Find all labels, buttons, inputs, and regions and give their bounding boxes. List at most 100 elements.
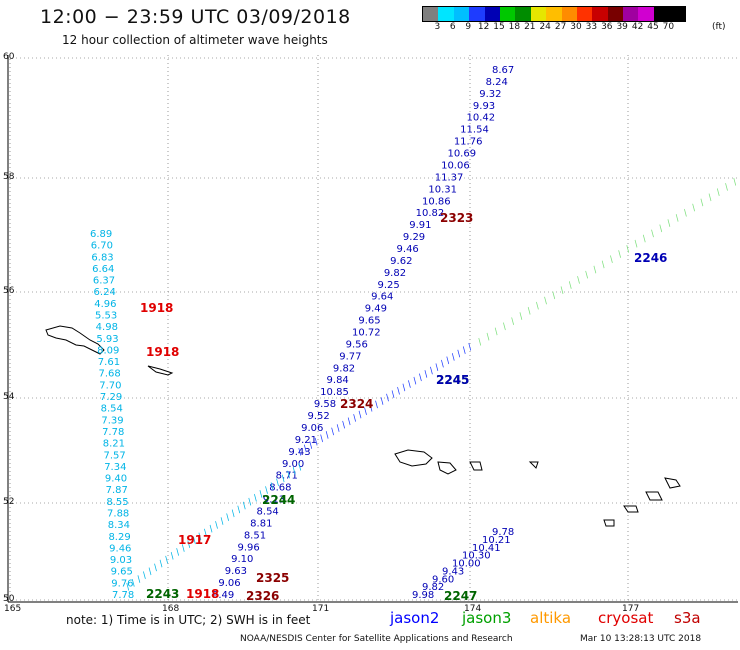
wave-height-value: 8.34 <box>108 520 130 531</box>
dense-track-value: ∕ <box>616 249 625 260</box>
wave-height-value: 11.54 <box>460 125 489 136</box>
dense-track-value: ∕ <box>357 410 366 421</box>
dense-track-value: ∕ <box>230 508 239 519</box>
wave-height-value: 11.37 <box>435 172 464 183</box>
wave-height-value: 7.68 <box>99 369 121 380</box>
pass-time-label: 2324 <box>340 397 373 411</box>
lat-label: 58 <box>3 172 15 182</box>
wave-height-value: 9.82 <box>384 268 406 279</box>
lon-label: 174 <box>464 604 482 614</box>
dense-track-value: ∕ <box>346 416 355 427</box>
lat-lon-grid <box>7 55 738 603</box>
wave-height-value: 9.98 <box>412 590 434 601</box>
wave-height-value: 9.62 <box>390 256 412 267</box>
dense-track-value: ∕ <box>517 311 526 322</box>
wave-height-value: 10.86 <box>422 196 451 207</box>
wave-height-value: 7.78 <box>102 427 124 438</box>
dense-track-value: ∕ <box>575 275 584 286</box>
wave-height-value: 9.46 <box>397 244 419 255</box>
wave-height-value: 9.03 <box>110 555 132 566</box>
dense-track-value: ∕ <box>665 218 674 229</box>
dense-track-value: ∕ <box>318 433 327 444</box>
island-coastline <box>603 519 615 527</box>
pass-time-label: 2325 <box>256 571 289 585</box>
dense-track-value: ∕ <box>152 563 161 574</box>
dense-track-value: ∕ <box>224 512 233 523</box>
dense-track-value: ∕ <box>559 285 568 296</box>
dense-track-value: ∕ <box>600 260 609 271</box>
dense-track-value: ∕ <box>241 501 250 512</box>
wave-height-value: 9.56 <box>346 339 368 350</box>
island-coastline <box>437 461 457 475</box>
dense-track-value: ∕ <box>274 477 283 488</box>
dense-track-value: ∕ <box>476 337 485 348</box>
wave-height-value: 9.84 <box>327 375 349 386</box>
legend-swatch <box>669 7 685 21</box>
island-coastline <box>45 325 105 355</box>
wave-height-tracks: 8.678.249.329.9310.4211.5411.7610.6910.0… <box>90 65 740 601</box>
dense-track-value: ∕ <box>417 372 426 383</box>
dense-track-value: ∕ <box>185 539 194 550</box>
pass-time-label: 2243 <box>146 587 179 601</box>
wave-height-value: 10.30 <box>462 551 491 562</box>
legend-swatch <box>453 7 470 21</box>
pass-time-label: 2326 <box>246 589 279 603</box>
legend-swatch <box>653 7 670 21</box>
wave-height-value: 9.32 <box>479 89 501 100</box>
wave-height-value: 9.10 <box>231 554 253 565</box>
page-subtitle: 12 hour collection of altimeter wave hei… <box>62 33 328 47</box>
dense-track-value: ∕ <box>329 427 338 438</box>
legend-tick-label: 15 <box>493 22 505 32</box>
legend-cryosat: cryosat <box>598 609 654 627</box>
dense-track-value: ∕ <box>307 440 316 451</box>
generated-timestamp: Mar 10 13:28:13 UTC 2018 <box>580 634 702 644</box>
wave-height-value: 9.93 <box>473 101 495 112</box>
dense-track-value: ∕ <box>257 489 266 500</box>
wave-height-value: 9.06 <box>301 423 323 434</box>
wave-height-value: 8.81 <box>250 518 272 529</box>
dense-track-value: ∕ <box>269 481 278 492</box>
island-coastline <box>469 461 483 471</box>
wave-height-value: 9.65 <box>111 567 133 578</box>
dense-track-value: ∕ <box>450 352 459 363</box>
lon-label: 177 <box>622 604 640 614</box>
dense-track-value: ∕ <box>202 528 211 539</box>
dense-track-value: ∕ <box>509 316 518 327</box>
dense-track-value: ∕ <box>657 223 666 234</box>
dense-track-value: ∕ <box>362 406 371 417</box>
pass-time-label: 2245 <box>436 373 469 387</box>
lon-label: 168 <box>162 604 180 614</box>
wave-height-value: 7.61 <box>98 357 120 368</box>
dense-track-value: ∕ <box>158 559 167 570</box>
dense-track-value: ∕ <box>406 379 415 390</box>
dense-track-value: ∕ <box>493 327 502 338</box>
wave-height-value: 8.29 <box>108 532 130 543</box>
pass-time-label: 2246 <box>634 251 667 265</box>
lat-label: 52 <box>3 497 15 507</box>
dense-track-value: ∕ <box>351 413 360 424</box>
dense-track-value: ∕ <box>174 547 183 558</box>
credit-line: NOAA/NESDIS Center for Satellite Applica… <box>240 634 513 644</box>
wave-height-value: 6.89 <box>90 229 112 240</box>
dense-track-value: ∕ <box>411 376 420 387</box>
dense-track-value: ∕ <box>280 474 289 485</box>
dense-track-value: ∕ <box>439 359 448 370</box>
legend-tick-label: 21 <box>524 22 536 32</box>
wave-height-value: 8.71 <box>276 471 298 482</box>
dense-track-value: ∕ <box>235 505 244 516</box>
dense-track-value: ∕ <box>422 369 431 380</box>
legend-jason3: jason3 <box>462 609 512 627</box>
dense-track-value: ∕ <box>296 462 305 473</box>
wave-height-value: 7.57 <box>103 450 125 461</box>
wave-height-value: 10.41 <box>472 543 501 554</box>
wave-height-value: 6.83 <box>91 252 113 263</box>
coastline <box>45 325 681 527</box>
wave-height-value: 9.46 <box>109 543 131 554</box>
legend-tick-label: 30 <box>570 22 582 32</box>
legend-jason2: jason2 <box>390 609 440 627</box>
island-coastline <box>394 449 433 467</box>
legend-tick-label: 18 <box>508 22 521 32</box>
wave-height-value: 10.21 <box>482 535 511 546</box>
wave-height-value: 9.82 <box>333 363 355 374</box>
